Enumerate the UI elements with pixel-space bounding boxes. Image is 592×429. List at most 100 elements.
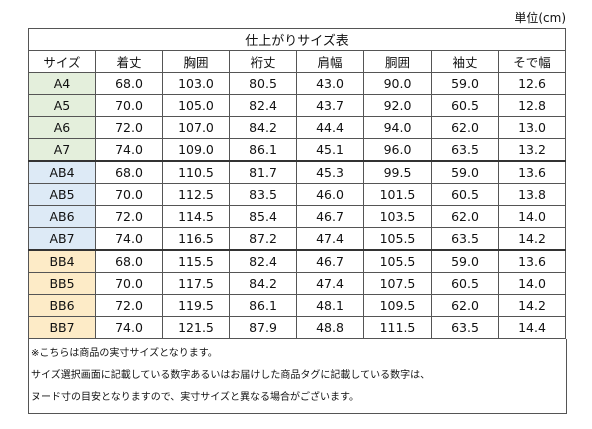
table-cell: 13.8: [498, 183, 566, 206]
table-cell: 72.0: [95, 205, 163, 228]
table-cell: 90.0: [363, 72, 432, 95]
table-cell: 107.0: [162, 116, 230, 139]
table-cell: 43.7: [296, 94, 364, 117]
table-cell: 115.5: [162, 249, 230, 273]
column-header: 袖丈: [431, 50, 499, 73]
table-row: A5 70.0 105.0 82.4 43.7 92.0 60.5 12.8: [28, 94, 566, 117]
size-label-cell: AB7: [28, 227, 96, 251]
table-cell: 85.4: [229, 205, 297, 228]
table-cell: 114.5: [162, 205, 230, 228]
table-cell: 62.0: [431, 116, 499, 139]
table-cell: 45.3: [296, 160, 364, 184]
table-cell: 59.0: [431, 160, 499, 184]
table-row: A6 72.0 107.0 84.2 44.4 94.0 62.0 13.0: [28, 116, 566, 139]
table-cell: 14.2: [498, 227, 566, 251]
size-chart: 仕上がりサイズ表 サイズ 着丈 胸囲 裄丈 肩幅 胴囲 袖丈 そで幅 A4 68.0 103.0 8…: [28, 28, 567, 414]
column-header: 胸囲: [162, 50, 230, 73]
table-cell: 116.5: [162, 227, 230, 251]
size-table: 仕上がりサイズ表 サイズ 着丈 胸囲 裄丈 肩幅 胴囲 袖丈 そで幅 A4 68.0 103.0 8…: [28, 28, 566, 339]
table-cell: 45.1: [296, 138, 364, 162]
table-row: AB4 68.0 110.5 81.7 45.3 99.5 59.0 13.6: [28, 160, 566, 184]
table-cell: 94.0: [363, 116, 432, 139]
table-row: A4 68.0 103.0 80.5 43.0 90.0 59.0 12.6: [28, 72, 566, 95]
table-cell: 43.0: [296, 72, 364, 95]
note-line: サイズ選択画面に記載している数字あるいはお届けした商品タグに記載している数字は、: [31, 370, 431, 381]
column-header: 肩幅: [296, 50, 364, 73]
table-cell: 83.5: [229, 183, 297, 206]
size-label-cell: AB5: [28, 183, 96, 206]
table-row: A7 74.0 109.0 86.1 45.1 96.0 63.5 13.2: [28, 138, 566, 162]
size-label-cell: BB7: [28, 316, 96, 339]
table-cell: 47.4: [296, 227, 364, 251]
table-cell: 81.7: [229, 160, 297, 184]
table-cell: 80.5: [229, 72, 297, 95]
table-row: AB5 70.0 112.5 83.5 46.0 101.5 60.5 13.8: [28, 183, 566, 206]
table-cell: 46.7: [296, 249, 364, 273]
column-header: 裄丈: [229, 50, 297, 73]
table-cell: 12.8: [498, 94, 566, 117]
table-row: BB7 74.0 121.5 87.9 48.8 111.5 63.5 14.4: [28, 316, 566, 339]
size-label-cell: AB6: [28, 205, 96, 228]
table-header-row: サイズ 着丈 胸囲 裄丈 肩幅 胴囲 袖丈 そで幅: [28, 50, 566, 73]
table-cell: 92.0: [363, 94, 432, 117]
table-cell: 121.5: [162, 316, 230, 339]
table-cell: 14.0: [498, 205, 566, 228]
table-cell: 47.4: [296, 272, 364, 295]
table-cell: 82.4: [229, 249, 297, 273]
table-cell: 74.0: [95, 316, 163, 339]
table-cell: 84.2: [229, 116, 297, 139]
table-cell: 63.5: [431, 316, 499, 339]
column-header: サイズ: [28, 50, 96, 73]
table-cell: 101.5: [363, 183, 432, 206]
size-label-cell: AB4: [28, 160, 96, 184]
table-cell: 110.5: [162, 160, 230, 184]
table-cell: 74.0: [95, 227, 163, 251]
table-cell: 84.2: [229, 272, 297, 295]
table-cell: 60.5: [431, 272, 499, 295]
table-cell: 112.5: [162, 183, 230, 206]
table-cell: 46.0: [296, 183, 364, 206]
note-line: ※こちらは商品の実寸サイズとなります。: [31, 348, 218, 359]
table-cell: 60.5: [431, 183, 499, 206]
table-cell: 105.5: [363, 227, 432, 251]
table-cell: 74.0: [95, 138, 163, 162]
table-cell: 107.5: [363, 272, 432, 295]
table-cell: 59.0: [431, 249, 499, 273]
size-table-body: 仕上がりサイズ表 サイズ 着丈 胸囲 裄丈 肩幅 胴囲 袖丈 そで幅 A4 68.0 103.0 8…: [28, 28, 566, 339]
size-label-cell: A4: [28, 72, 96, 95]
table-cell: 119.5: [162, 294, 230, 317]
table-cell: 105.0: [162, 94, 230, 117]
column-header: そで幅: [498, 50, 566, 73]
size-label-cell: A5: [28, 94, 96, 117]
table-cell: 87.2: [229, 227, 297, 251]
table-cell: 109.5: [363, 294, 432, 317]
table-cell: 59.0: [431, 72, 499, 95]
table-title-row: 仕上がりサイズ表: [28, 28, 566, 51]
size-label-cell: BB6: [28, 294, 96, 317]
table-cell: 96.0: [363, 138, 432, 162]
table-cell: 48.8: [296, 316, 364, 339]
table-cell: 99.5: [363, 160, 432, 184]
table-cell: 68.0: [95, 72, 163, 95]
table-cell: 109.0: [162, 138, 230, 162]
table-row: AB6 72.0 114.5 85.4 46.7 103.5 62.0 14.0: [28, 205, 566, 228]
table-cell: 117.5: [162, 272, 230, 295]
table-cell: 63.5: [431, 138, 499, 162]
table-cell: 82.4: [229, 94, 297, 117]
table-cell: 60.5: [431, 94, 499, 117]
table-row: AB7 74.0 116.5 87.2 47.4 105.5 63.5 14.2: [28, 227, 566, 251]
table-row: BB6 72.0 119.5 86.1 48.1 109.5 62.0 14.2: [28, 294, 566, 317]
table-cell: 72.0: [95, 116, 163, 139]
table-cell: 86.1: [229, 138, 297, 162]
table-cell: 13.6: [498, 249, 566, 273]
table-cell: 70.0: [95, 272, 163, 295]
table-cell: 14.0: [498, 272, 566, 295]
table-cell: 48.1: [296, 294, 364, 317]
table-cell: 103.0: [162, 72, 230, 95]
column-header: 着丈: [95, 50, 163, 73]
note-line: ヌード寸の目安となりますので、実寸サイズと異なる場合がございます。: [31, 392, 359, 403]
table-row: BB4 68.0 115.5 82.4 46.7 105.5 59.0 13.6: [28, 249, 566, 273]
table-cell: 14.4: [498, 316, 566, 339]
table-cell: 103.5: [363, 205, 432, 228]
table-row: BB5 70.0 117.5 84.2 47.4 107.5 60.5 14.0: [28, 272, 566, 295]
